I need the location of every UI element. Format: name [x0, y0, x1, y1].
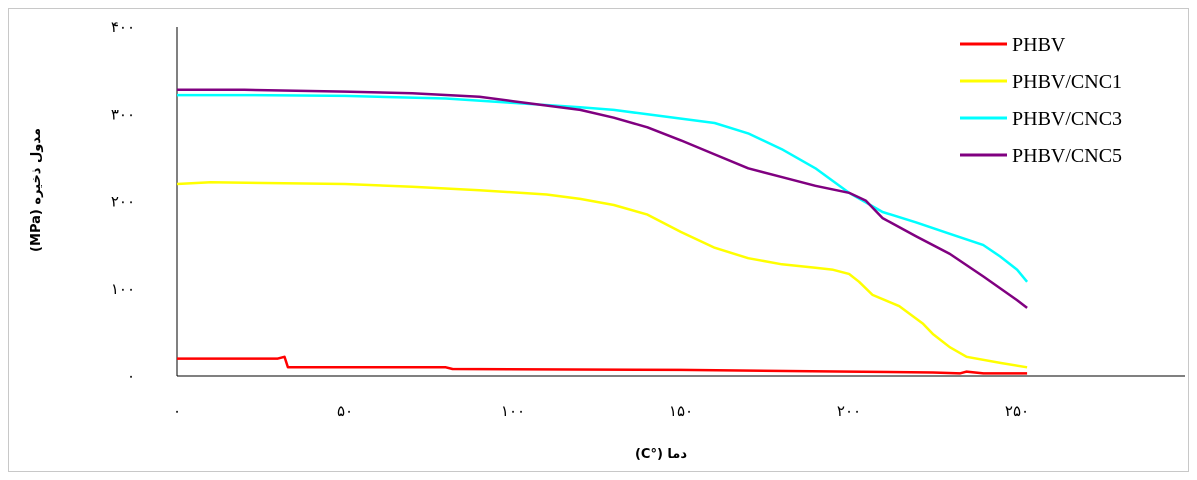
y-tick-label: ۲۰۰	[111, 193, 135, 211]
series-line-phbv-cnc5	[177, 88, 1028, 309]
x-tick-label: ۱۰۰	[501, 402, 525, 420]
x-tick-labels: ۰ ۵۰ ۱۰۰ ۱۵۰ ۲۰۰ ۲۵۰	[173, 402, 1029, 420]
x-tick-label: ۵۰	[337, 402, 353, 420]
y-tick-label: ۴۰۰	[111, 18, 135, 36]
x-tick-label: ۱۵۰	[669, 402, 693, 420]
series-line-phbv-cnc1	[176, 181, 1028, 369]
series-lines	[176, 88, 1029, 375]
series-line-phbv	[177, 355, 1028, 375]
y-tick-labels: ۰ ۱۰۰ ۲۰۰ ۳۰۰ ۴۰۰	[111, 18, 135, 385]
x-tick-label: ۲۰۰	[837, 402, 861, 420]
chart-axes	[176, 27, 1185, 377]
legend-label: PHBV/CNC3	[1012, 108, 1122, 130]
y-tick-label: ۱۰۰	[111, 280, 135, 298]
y-tick-label: ۳۰۰	[111, 105, 135, 123]
legend-label: PHBV/CNC1	[1012, 71, 1122, 93]
x-axis-title: دما (°C)	[635, 447, 687, 462]
x-tick-label: ۰	[173, 402, 181, 420]
series-line-phbv-cnc3	[177, 93, 1029, 283]
legend-label: PHBV	[1012, 34, 1066, 56]
chart-frame	[8, 8, 1189, 472]
y-tick-label: ۰	[127, 367, 135, 385]
y-axis-title: مدول ذخیره (MPa)	[29, 128, 44, 252]
legend: PHBV PHBV/CNC1 PHBV/CNC3 PHBV/CNC5	[960, 34, 1122, 167]
legend-label: PHBV/CNC5	[1012, 145, 1122, 167]
x-tick-label: ۲۵۰	[1005, 402, 1029, 420]
